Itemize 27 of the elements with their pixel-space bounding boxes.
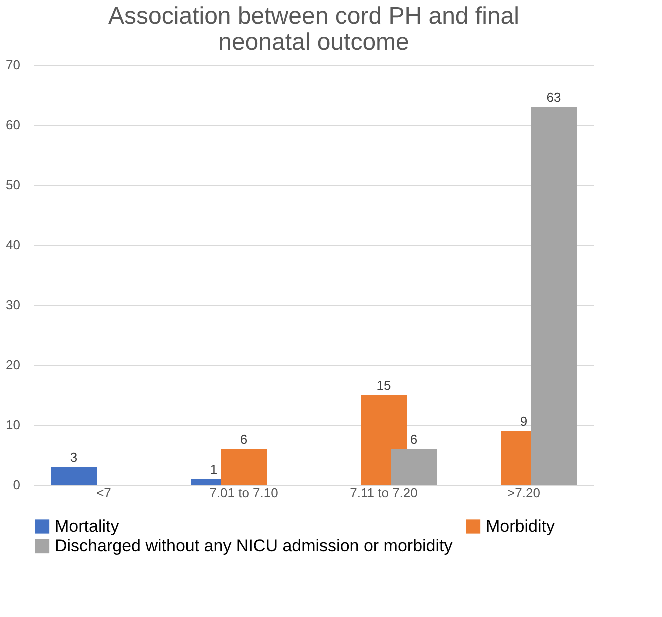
y-tick-label: 40 <box>6 238 20 252</box>
data-label: 9 <box>520 414 528 429</box>
y-tick-label: 10 <box>6 418 20 432</box>
bar <box>221 449 267 485</box>
x-tick-label: >7.20 <box>508 486 540 500</box>
x-tick-label: 7.11 to 7.20 <box>350 486 418 500</box>
legend-label: Discharged without any NICU admission or morbidity <box>55 536 454 556</box>
y-tick-label: 0 <box>13 478 20 492</box>
x-tick-label: <7 <box>96 486 112 500</box>
legend-label: Mortality <box>55 516 120 536</box>
data-label: 15 <box>376 378 392 393</box>
y-tick-label: 30 <box>6 298 20 312</box>
y-tick-label: 50 <box>6 178 20 192</box>
bar <box>531 107 577 485</box>
bar <box>51 467 97 485</box>
legend-label: Morbidity <box>486 516 556 536</box>
data-label: 6 <box>240 432 248 447</box>
chart-title: Association between cord PH and final neonatal outcome <box>108 3 520 56</box>
y-tick-label: 20 <box>6 358 20 372</box>
y-tick-label: 60 <box>6 118 20 132</box>
data-label: 6 <box>410 432 418 447</box>
data-label: 1 <box>210 462 218 477</box>
data-label: 63 <box>546 90 562 105</box>
bar <box>391 449 437 485</box>
y-tick-label: 70 <box>6 58 20 72</box>
x-tick-label: 7.01 to 7.10 <box>210 486 278 500</box>
data-label: 3 <box>70 450 78 465</box>
